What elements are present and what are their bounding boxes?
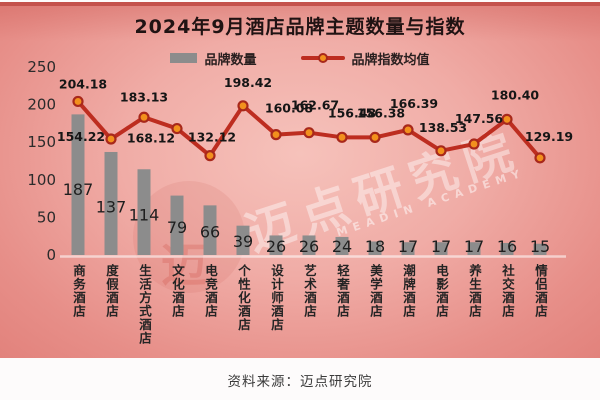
bar — [170, 195, 184, 255]
line-value-label: 138.53 — [419, 120, 467, 135]
y-tick-label: 0 — [46, 246, 56, 264]
y-tick-label: 250 — [27, 58, 56, 76]
x-category-label: 轻奢酒店 — [335, 264, 350, 318]
line-marker — [336, 131, 348, 143]
x-category-label: 艺术酒店 — [302, 264, 317, 318]
bar — [533, 243, 547, 255]
bar-value-label: 114 — [129, 206, 160, 225]
bar-value-label: 137 — [96, 198, 127, 217]
bar-value-label: 79 — [167, 218, 187, 237]
line-marker — [501, 113, 513, 125]
line-swatch-icon — [300, 52, 345, 64]
line-value-label: 180.40 — [491, 87, 540, 102]
line-value-label: 154.22 — [57, 129, 105, 144]
x-category-label: 个性化酒店 — [236, 264, 251, 332]
bar — [137, 169, 151, 255]
bar — [434, 242, 448, 255]
bar-value-label: 26 — [266, 237, 286, 256]
bar — [71, 114, 85, 255]
bar — [335, 236, 349, 255]
line-value-label: 183.13 — [120, 89, 168, 104]
line-marker — [204, 150, 216, 162]
line-value-label: 198.42 — [224, 75, 272, 90]
x-category-label: 度假酒店 — [104, 264, 119, 318]
line-value-label: 160.08 — [265, 101, 313, 116]
line-marker — [303, 127, 315, 139]
bar-value-label: 26 — [299, 237, 319, 256]
bar-value-label: 17 — [464, 237, 484, 256]
source-note: 资料来源：迈点研究院 — [227, 374, 373, 390]
bar-value-label: 17 — [398, 237, 418, 256]
bar — [467, 242, 481, 255]
line-marker — [237, 100, 249, 112]
x-category-label: 电竞酒店 — [203, 264, 218, 318]
bar — [500, 242, 514, 255]
line-value-label: 129.19 — [525, 129, 573, 144]
x-category-label: 潮牌酒店 — [401, 264, 416, 318]
x-category-label: 商务酒店 — [71, 264, 86, 318]
bar-value-label: 187 — [63, 180, 94, 199]
x-category-label: 电影酒店 — [434, 264, 449, 318]
line-marker — [270, 129, 282, 141]
line-swatch-marker — [317, 53, 328, 63]
bar-value-label: 18 — [365, 237, 385, 256]
line-marker — [171, 122, 183, 135]
y-tick-label: 200 — [27, 96, 56, 114]
line-marker — [369, 131, 381, 144]
line-marker — [138, 111, 150, 123]
legend-item-bars: 品牌数量 — [170, 49, 257, 68]
x-category-label: 情侣酒店 — [533, 264, 548, 318]
bar — [368, 241, 382, 255]
line-value-label: 204.18 — [59, 76, 107, 91]
bar-value-label: 15 — [530, 237, 550, 256]
bar — [269, 235, 283, 255]
line-value-label: 147.56 — [455, 111, 504, 126]
bar-value-label: 24 — [332, 237, 352, 256]
bar-value-label: 16 — [497, 237, 517, 256]
line-marker — [435, 145, 447, 157]
bar — [236, 225, 250, 255]
bar-value-label: 39 — [233, 232, 253, 251]
bar-value-label: 17 — [431, 237, 451, 256]
chart-background — [0, 6, 600, 358]
bar-value-label: 66 — [200, 223, 220, 242]
bar — [401, 242, 415, 255]
line-value-label: 156.48 — [328, 105, 376, 120]
bar-swatch-icon — [170, 53, 198, 63]
bar — [104, 151, 118, 255]
line-marker — [105, 133, 117, 145]
chart-title: 2024年9月酒店品牌主题数量与指数 — [134, 16, 466, 38]
y-tick-label: 100 — [27, 171, 56, 189]
legend-label-bars: 品牌数量 — [204, 52, 257, 68]
line-value-label: 132.12 — [188, 130, 236, 145]
line-marker — [534, 152, 546, 164]
x-category-label: 生活方式酒店 — [137, 264, 152, 345]
line-value-label: 168.12 — [127, 131, 175, 146]
x-category-label: 社交酒店 — [500, 264, 515, 318]
legend-label-line: 品牌指数均值 — [351, 52, 430, 68]
x-category-label: 美学酒店 — [368, 264, 383, 318]
line-value-label: 162.67 — [291, 98, 339, 113]
legend: 品牌数量 品牌指数均值 — [0, 49, 600, 68]
line-marker — [72, 95, 84, 108]
x-category-label: 养生酒店 — [467, 264, 482, 318]
line-marker — [468, 138, 480, 150]
y-tick-label: 150 — [27, 133, 56, 151]
bar — [302, 235, 316, 255]
line-marker — [402, 124, 414, 136]
bar — [203, 205, 217, 255]
line-value-label: 166.39 — [390, 96, 438, 111]
x-category-label: 文化酒店 — [170, 264, 185, 318]
y-tick-label: 50 — [37, 208, 56, 226]
x-category-label: 设计师酒店 — [269, 264, 284, 332]
top-accent-strip — [0, 2, 600, 6]
legend-item-line: 品牌指数均值 — [300, 49, 430, 68]
line-value-label: 156.38 — [357, 105, 405, 120]
